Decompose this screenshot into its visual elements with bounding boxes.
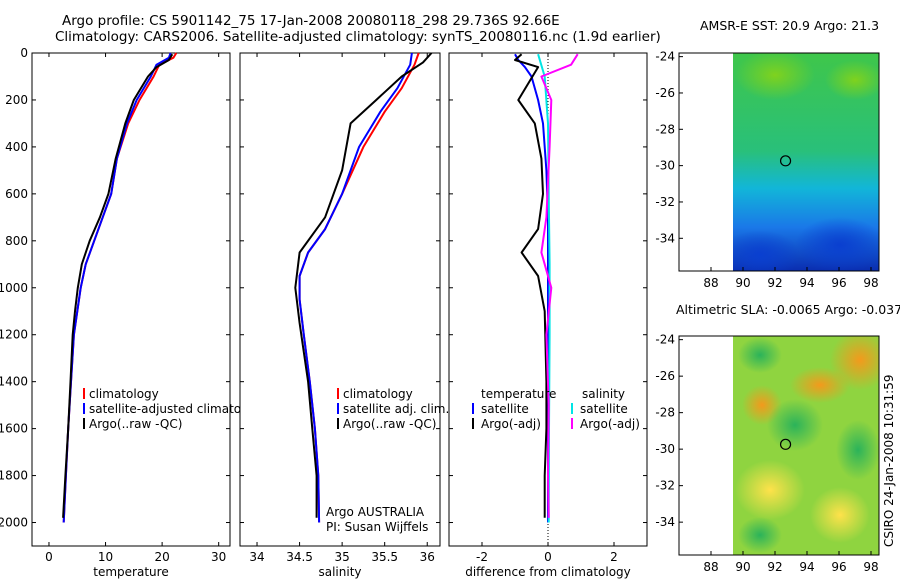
x-tick-label: 94	[799, 276, 814, 290]
series-line-argo-raw-qc-	[62, 53, 174, 518]
series-line-temperature-satellite	[514, 53, 549, 523]
x-axis-label: salinity	[318, 565, 361, 579]
legend-heading: salinity	[582, 387, 625, 401]
y-tick-label: 1800	[0, 469, 28, 483]
legend-entry: satellite-adjusted climatology	[89, 402, 267, 416]
credit-label: CSIRO 24-Jan-2008 10:31:59	[882, 374, 896, 547]
legend: temperaturesatelliteArgo(-adj)salinitysa…	[472, 387, 640, 431]
map-panel-sst_map: -24 -26 -28 -30 -32 -34 88 90 92 94 96 98	[655, 50, 880, 290]
profile-panel-temperature: 0 200 400 600 800 1000 1200 1400 1600 1800 2000 0 10…	[0, 46, 267, 579]
series-line-salinity-argo-adj-	[540, 53, 579, 518]
series-line-temperature-argo-adj-	[514, 53, 548, 518]
legend-entry: climatology	[89, 387, 159, 401]
y-tick-label: -26	[655, 369, 675, 383]
x-tick-label: 20	[154, 550, 169, 564]
map-frame	[678, 335, 880, 556]
sst-map-title: AMSR-E SST: 20.9 Argo: 21.3	[700, 18, 880, 33]
x-tick-label: 2	[610, 550, 618, 564]
plot-frame	[31, 52, 231, 547]
figure-title-line1: Argo profile: CS 5901142_75 17-Jan-2008 …	[62, 13, 560, 29]
y-tick-label: 1200	[0, 328, 28, 342]
y-tick-label: -34	[655, 231, 675, 245]
x-tick-label: 30	[211, 550, 226, 564]
y-tick-label: 2000	[0, 516, 28, 530]
legend-entry: Argo(..raw -QC)	[343, 417, 436, 431]
legend-entry: Argo(-adj)	[481, 417, 541, 431]
x-axis-label: difference from climatology	[465, 565, 631, 579]
legend-entry: Argo(..raw -QC)	[89, 417, 182, 431]
x-tick-label: 10	[98, 550, 113, 564]
y-tick-label: 1600	[0, 422, 28, 436]
y-tick-label: 1000	[0, 281, 28, 295]
legend-entry: satellite	[580, 402, 628, 416]
x-tick-label: 34.5	[286, 550, 313, 564]
y-tick-label: -32	[655, 195, 675, 209]
y-tick-label: -30	[655, 159, 675, 173]
legend-entry: satellite adj. clim.	[343, 402, 449, 416]
x-tick-label: 0	[45, 550, 53, 564]
figure-title-line2: Climatology: CARS2006. Satellite-adjuste…	[55, 29, 661, 45]
argo-float-marker	[779, 438, 792, 450]
x-tick-label: 88	[703, 276, 718, 290]
annotation-text: PI: Susan Wijffels	[326, 520, 428, 534]
x-tick-label: 98	[863, 560, 878, 574]
y-tick-label: -30	[655, 442, 675, 456]
y-tick-label: -24	[655, 50, 675, 64]
y-tick-label: 1400	[0, 375, 28, 389]
sla-map-field	[733, 336, 879, 555]
map-frame	[678, 52, 880, 272]
map-panel-sla_map: -24 -26 -28 -30 -32 -34 88 90 92 94 96 98	[655, 333, 880, 574]
x-tick-label: 96	[831, 560, 846, 574]
y-tick-label: 0	[20, 46, 28, 60]
sst-map-field	[733, 53, 879, 271]
x-tick-label: 90	[735, 276, 750, 290]
x-tick-label: 35	[334, 550, 349, 564]
y-tick-label: -24	[655, 333, 675, 347]
annotation-text: Argo AUSTRALIA	[326, 505, 425, 519]
y-tick-label: -26	[655, 86, 675, 100]
y-tick-label: 200	[5, 93, 28, 107]
y-tick-label: -28	[655, 122, 675, 136]
y-tick-label: -34	[655, 515, 675, 529]
y-tick-label: 800	[5, 234, 28, 248]
x-tick-label: 92	[767, 276, 782, 290]
argo-float-marker	[779, 155, 792, 167]
x-tick-label: 96	[831, 276, 846, 290]
x-tick-label: 36	[420, 550, 435, 564]
x-tick-label: 90	[735, 560, 750, 574]
x-tick-label: 98	[863, 276, 878, 290]
series-line-satellite-adj-clim-	[298, 52, 413, 523]
x-tick-label: 35.5	[371, 550, 398, 564]
x-tick-label: 92	[767, 560, 782, 574]
y-tick-label: -32	[655, 479, 675, 493]
y-tick-label: 400	[5, 140, 28, 154]
legend-entry: satellite	[481, 402, 529, 416]
y-tick-label: -28	[655, 406, 675, 420]
x-tick-label: 34	[249, 550, 264, 564]
x-axis-label: temperature	[93, 565, 168, 579]
x-tick-label: 94	[799, 560, 814, 574]
plot-frame	[239, 52, 441, 547]
legend-heading: temperature	[481, 387, 556, 401]
x-tick-label: -2	[476, 550, 488, 564]
legend-entry: Argo(-adj)	[580, 417, 640, 431]
profile-panel-salinity: 34 34.5 35 35.5 36 salinity climatologysatelli…	[239, 52, 449, 579]
series-line-argo-raw-qc-	[294, 52, 433, 518]
sla-map-title: Altimetric SLA: -0.0065 Argo: -0.037	[676, 302, 900, 317]
legend-entry: climatology	[343, 387, 413, 401]
x-tick-label: 88	[703, 560, 718, 574]
x-tick-label: 0	[544, 550, 552, 564]
y-tick-label: 600	[5, 187, 28, 201]
